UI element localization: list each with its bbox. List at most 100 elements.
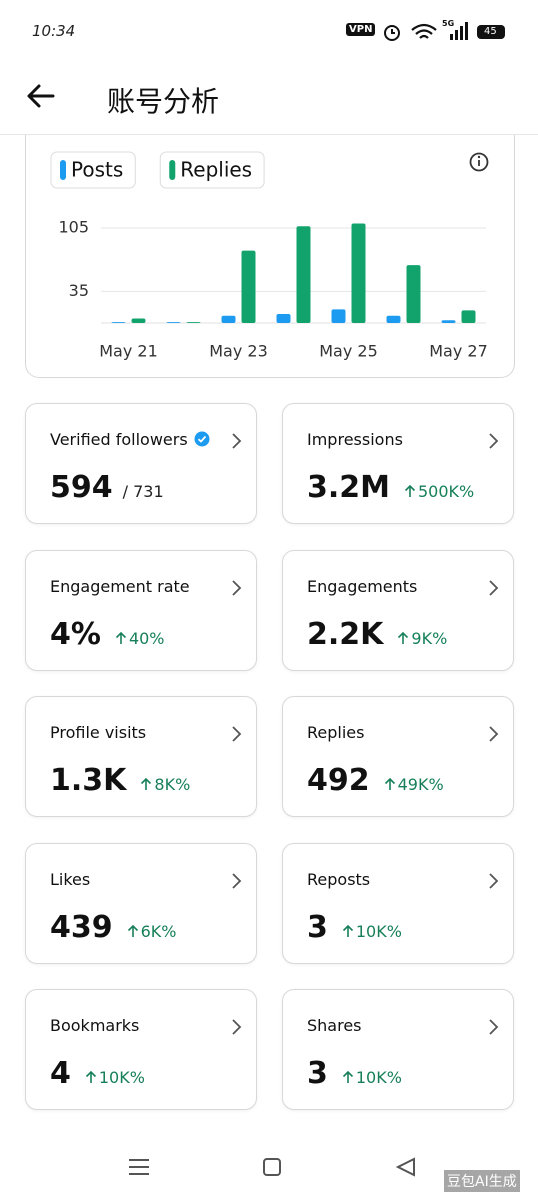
stat-card[interactable]: Reposts 3 10K% [282, 842, 514, 964]
status-time: 10:34 [32, 22, 76, 40]
stat-card[interactable]: Bookmarks 4 10K% [25, 989, 257, 1110]
up-arrow [140, 775, 154, 794]
card-value: 4 10K% [50, 1056, 145, 1091]
stat-card[interactable]: Shares 3 10K% [282, 989, 514, 1110]
chevron [487, 1018, 499, 1040]
chevron [487, 872, 499, 894]
change-text: 40% [128, 628, 165, 648]
status-icons [384, 22, 505, 41]
up-arrow [404, 482, 418, 501]
change-text: 49K% [397, 775, 444, 794]
value-text: 3 [307, 909, 328, 945]
card-value: 3 10K% [307, 910, 402, 945]
value-change: 40% [115, 629, 165, 648]
legend-chip [50, 151, 136, 189]
bar [461, 310, 476, 323]
stat-card[interactable]: Engagement rate 4% 40% [25, 549, 257, 671]
legend-item[interactable]: Replies [159, 151, 265, 189]
value-text: 1.3K [50, 763, 127, 798]
stat-card[interactable]: Likes 439 6K% [25, 842, 257, 964]
card-title: Engagement rate [50, 576, 190, 596]
value-text: 594 [50, 470, 113, 505]
legend-chip [159, 151, 265, 189]
value-text: 3 [307, 1056, 328, 1091]
y-tick-label: 105 [58, 218, 89, 237]
stat-card[interactable]: Profile visits 1.3K 8K% [25, 696, 257, 817]
change-text: 10K% [355, 921, 402, 941]
x-tick-label: May 27 [429, 342, 488, 361]
change-text: 10K% [98, 1068, 145, 1087]
value-text: 492 [307, 763, 370, 798]
info-icon[interactable] [469, 152, 489, 172]
value-text: 4% [50, 616, 101, 652]
card-title: Reposts [307, 869, 371, 889]
chevron [230, 1018, 242, 1040]
value-change: 9K% [397, 629, 447, 648]
bar [276, 313, 291, 323]
change-text: 8K% [154, 775, 191, 794]
bar [131, 318, 146, 323]
x-tick-label: May 23 [209, 342, 268, 361]
card-value: 3 10K% [307, 1056, 402, 1091]
back-button[interactable] [26, 82, 56, 112]
bar [351, 223, 366, 323]
page-title: 账号分析 [107, 85, 220, 118]
change-text: 6K% [140, 921, 177, 941]
x-tick-label: May 25 [319, 342, 378, 361]
chevron [230, 579, 242, 601]
card-value: 492 49K% [307, 763, 444, 798]
value-change: 49K% [384, 775, 444, 794]
value-change: 10K% [342, 1068, 402, 1087]
value-total: / 731 [122, 482, 164, 501]
vpn-badge: VPN [346, 23, 376, 36]
card-value: 594 / 731 [50, 470, 164, 505]
up-arrow [384, 775, 398, 794]
card-value: 2.2K 9K% [307, 617, 447, 652]
value-text: 439 [50, 909, 113, 945]
chart-card: 35 105 Posts Replies May 21 May 23 May 25 May 2… [25, 135, 515, 378]
stat-card[interactable]: Engagements 2.2K 9K% [282, 549, 514, 671]
watermark: 豆包AI生成 [444, 1170, 520, 1192]
chevron [487, 579, 499, 601]
change-text: 9K% [411, 628, 448, 648]
card-title: Verified followers [50, 430, 210, 449]
stat-card[interactable]: Impressions 3.2M 500K% [282, 403, 514, 524]
up-arrow [397, 629, 411, 648]
card-value: 1.3K 8K% [50, 763, 190, 798]
network-label: 5G [442, 19, 455, 28]
bar [296, 226, 311, 323]
bar [241, 250, 256, 323]
y-tick-label: 35 [69, 281, 89, 300]
card-title: Engagements [307, 576, 418, 596]
bar [186, 322, 201, 323]
up-arrow [127, 922, 141, 941]
up-arrow [115, 629, 129, 648]
chart: 35 105 Posts Replies May 21 May 23 May 25 May 2… [50, 151, 489, 361]
up-arrow [85, 1068, 99, 1087]
stat-card[interactable]: Replies 492 49K% [282, 696, 514, 817]
bar [406, 265, 421, 323]
bar [166, 322, 181, 323]
divider [0, 134, 538, 135]
value-text: 3.2M [307, 470, 390, 505]
legend-label: Replies [180, 158, 252, 182]
value-text: 4 [50, 1056, 71, 1091]
legend-swatch [60, 160, 66, 180]
card-title: Profile visits [50, 723, 147, 742]
chevron [487, 725, 499, 747]
x-tick-label: May 21 [99, 342, 158, 361]
card-title: Impressions [307, 430, 403, 449]
nav-bar [129, 1157, 415, 1177]
change-text: 500K% [418, 482, 475, 501]
up-arrow [342, 1068, 356, 1087]
chevron [487, 432, 499, 454]
card-value: 3.2M 500K% [307, 470, 474, 505]
bar [221, 315, 236, 323]
card-value: 439 6K% [50, 910, 177, 945]
bar [386, 315, 401, 323]
legend-swatch [169, 160, 176, 180]
legend-item[interactable]: Posts [50, 151, 136, 189]
bar [111, 322, 126, 323]
stat-card[interactable]: Verified followers 594 / 731 [25, 403, 257, 524]
